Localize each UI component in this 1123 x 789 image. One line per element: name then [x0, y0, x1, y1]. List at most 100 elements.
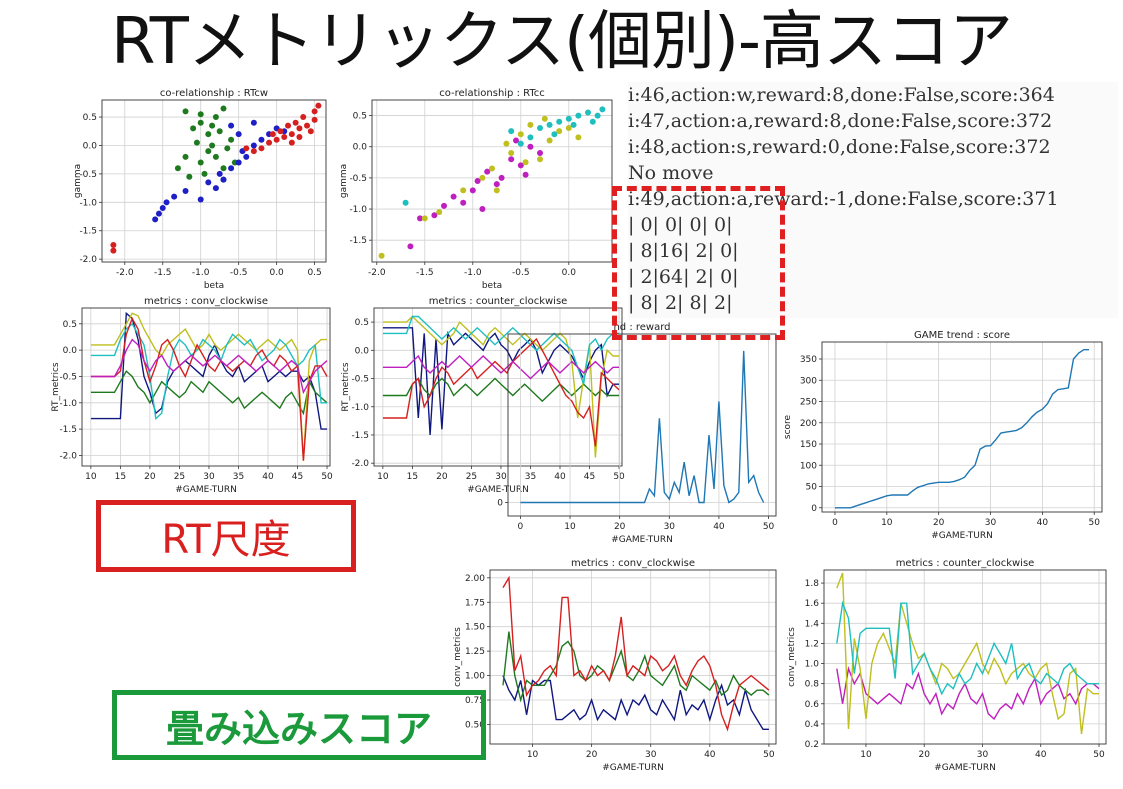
- scatter-point: [110, 241, 117, 248]
- scatter-point: [228, 165, 235, 172]
- plot-frame: [507, 333, 777, 517]
- scatter-point: [537, 125, 543, 132]
- scatter-point: [212, 153, 219, 160]
- scatter-point: [498, 174, 505, 181]
- scatter-point: [517, 140, 524, 147]
- y-tick-label: 1.50: [465, 623, 485, 633]
- y-tick-label: 0.5: [353, 112, 367, 122]
- x-tick-label: 40: [713, 522, 725, 532]
- scatter-point: [182, 187, 189, 194]
- y-tick-label: -0.5: [59, 372, 77, 382]
- scatter-point: [565, 125, 572, 132]
- y-axis-label: gamma: [339, 164, 349, 198]
- scatter-point: [193, 139, 200, 146]
- x-tick-label: -1.5: [416, 268, 434, 278]
- y-axis-label: RT_metrics: [341, 362, 351, 412]
- scatter-point: [479, 206, 486, 213]
- scatter-point: [269, 131, 276, 138]
- x-tick-label: -1.5: [154, 268, 172, 278]
- x-tick-label: 20: [144, 472, 156, 482]
- x-tick-label: 0.0: [562, 268, 577, 278]
- scatter-point: [186, 173, 193, 180]
- y-axis-label: conv_metrics: [787, 627, 797, 687]
- scatter-point: [281, 133, 288, 140]
- series-line: [382, 337, 620, 447]
- scatter-point: [575, 112, 582, 119]
- x-tick-label: 0.5: [307, 268, 321, 278]
- scatter-point: [190, 125, 197, 132]
- x-tick-label: 30: [495, 472, 507, 482]
- y-tick-label: 0.6: [805, 700, 820, 710]
- scatter-point: [537, 156, 543, 163]
- scatter-point: [205, 179, 212, 186]
- chart-title: GAME trend : score: [914, 330, 1010, 341]
- scatter-point: [296, 125, 303, 132]
- y-tick-label: 0.5: [83, 113, 97, 123]
- scatter-point: [513, 137, 519, 144]
- x-tick-label: 45: [292, 472, 303, 482]
- scatter-point: [300, 114, 307, 121]
- line-chart-reward: 0 10 20 30 40 50 0 nd : reward #GAME-TURN: [497, 322, 777, 545]
- scatter-point: [378, 252, 385, 259]
- scatter-point: [110, 247, 117, 254]
- y-tick-label: 350: [800, 355, 817, 365]
- series-line: [382, 315, 619, 458]
- x-tick-label: 10: [860, 750, 872, 760]
- y-tick-label: -0.5: [349, 174, 367, 184]
- series-line: [90, 312, 327, 461]
- series-line: [502, 575, 770, 732]
- x-axis-label: beta: [482, 281, 502, 291]
- log-line: No move: [628, 162, 714, 184]
- x-tick-label: 50: [763, 750, 775, 760]
- x-tick-label: 40: [554, 472, 566, 482]
- scatter-point: [541, 115, 548, 122]
- scatter-point: [527, 121, 534, 128]
- scatter-point: [296, 133, 303, 140]
- scatter-point: [489, 165, 495, 172]
- scatter-point: [508, 149, 515, 156]
- scatter-point: [431, 212, 438, 219]
- y-axis-label: RT_metrics: [51, 362, 61, 412]
- y-tick-label: 0.2: [805, 740, 819, 750]
- series-line: [90, 338, 328, 395]
- scatter-point: [220, 176, 227, 183]
- y-tick-label: 1.75: [465, 598, 485, 608]
- chart-title: metrics : conv_clockwise: [571, 558, 695, 569]
- scatter-point: [460, 199, 467, 206]
- scatter-point: [522, 171, 529, 178]
- scatter-point: [288, 131, 295, 138]
- scatter-point: [307, 128, 314, 135]
- y-tick-label: 0.0: [83, 141, 98, 151]
- x-axis-label: #GAME-TURN: [611, 535, 673, 545]
- y-tick-label: -1.5: [79, 227, 97, 237]
- conv-score-label-box: 畳み込みスコア: [112, 690, 486, 760]
- y-tick-label: 0.8: [805, 680, 820, 690]
- plot-frame: [81, 307, 331, 467]
- x-tick-label: 25: [466, 472, 477, 482]
- y-tick-label: 0.0: [355, 346, 370, 356]
- plot-area: [835, 349, 1089, 509]
- plot-area: [836, 572, 1100, 734]
- scatter-point: [565, 115, 572, 122]
- scatter-point: [220, 165, 227, 172]
- scatter-point: [250, 119, 257, 126]
- scatter-point: [197, 111, 204, 118]
- chart-title: co-relationship : RTcc: [439, 88, 545, 99]
- scatter-point: [311, 116, 318, 123]
- y-tick-label: 0.5: [355, 318, 369, 328]
- x-axis-label: #GAME-TURN: [602, 763, 664, 773]
- scatter-point: [216, 128, 223, 135]
- y-axis-label: conv_metrics: [453, 627, 463, 687]
- y-tick-label: 0.0: [63, 346, 78, 356]
- scatter-point: [570, 121, 577, 128]
- series-line: [502, 631, 770, 703]
- scatter-point: [304, 122, 311, 129]
- x-axis-label: #GAME-TURN: [931, 531, 993, 541]
- scatter-point: [546, 137, 553, 144]
- x-tick-label: -1.0: [464, 268, 482, 278]
- x-tick-label: 45: [584, 472, 595, 482]
- scatter-point: [493, 187, 500, 194]
- scatter-point: [220, 105, 227, 112]
- plot-frame: [823, 569, 1107, 745]
- rt-scale-label: RT尺度: [161, 517, 291, 563]
